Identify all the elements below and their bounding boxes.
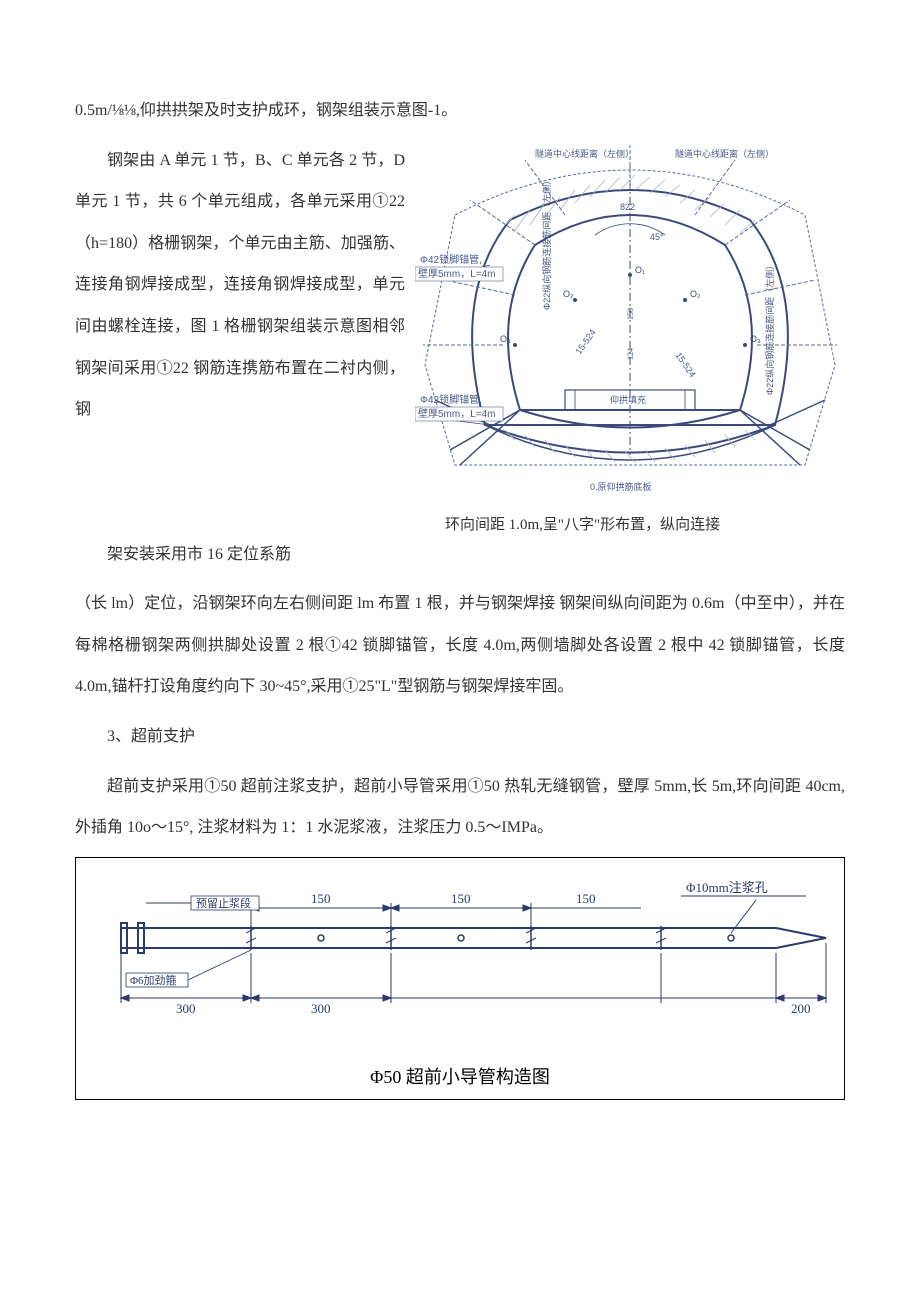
dim-150-3: 150 [576, 891, 596, 906]
side-label-left: Φ22纵向钢筋连接筋间距（左侧） [541, 175, 552, 309]
label-top-left: 隧道中心线距离（左侧） [535, 148, 634, 159]
paragraph-5: 3、超前支护 [75, 716, 845, 758]
label-anchor2: Φ42锁脚锚管, [420, 393, 482, 406]
svg-text:15-524: 15-524 [573, 327, 597, 356]
svg-text:O₂: O₂ [690, 289, 701, 299]
paragraph-4: （长 lm）定位，沿钢架环向左右侧间距 lm 布置 1 根，并与钢架焊接 钢架间… [75, 583, 845, 708]
label-left: 预留止浆段 [196, 896, 251, 910]
svg-text:O₃: O₃ [750, 334, 761, 344]
side-label-right: Φ22纵向钢筋连接筋间距（左侧） [764, 260, 775, 394]
paragraph-1: 0.5m/⅛⅛,仰拱拱架及时支护成环，钢架组装示意图-1。 [75, 90, 845, 132]
label-45: 45° [650, 232, 664, 242]
label-anchor2b: 壁厚5mm，L=4m [418, 407, 496, 420]
pipe-title: Φ50 超前小导管构造图 [86, 1063, 834, 1089]
label-inject: Φ10mm注浆孔 [686, 880, 768, 895]
tunnel-figure: O₁ O₂ O₂ O₃ O₃ 822 45° 隧道中心线距离（左侧） 隧道中心线… [415, 145, 845, 534]
label-822: 822 [620, 202, 635, 212]
label-anchor1b: 壁厚5mm，L=4m [418, 267, 496, 280]
svg-text:O₁: O₁ [635, 265, 645, 275]
paragraph-6: 超前支护采用①50 超前注浆支护，超前小导管采用①50 热轧无缝钢管，壁厚 5m… [75, 766, 845, 849]
svg-text:150: 150 [626, 308, 635, 320]
svg-text:O₃: O₃ [500, 334, 511, 344]
paragraph-3: 架安装采用市 16 定位系筋 [75, 534, 845, 576]
dim-300-1: 300 [176, 1001, 196, 1016]
dim-300-2: 300 [311, 1001, 331, 1016]
wrap-section: O₁ O₂ O₂ O₃ O₃ 822 45° 隧道中心线距离（左侧） 隧道中心线… [75, 140, 845, 534]
svg-text:124: 124 [626, 348, 635, 360]
svg-text:15-524: 15-524 [673, 350, 697, 379]
pipe-diagram: 150 150 150 Φ10mm注浆孔 预留止浆段 [86, 878, 834, 1058]
svg-text:O₂: O₂ [563, 289, 574, 299]
pipe-figure: 150 150 150 Φ10mm注浆孔 预留止浆段 [75, 857, 845, 1100]
dim-150-1: 150 [311, 891, 331, 906]
label-ring: Φ6加劲箍 [130, 973, 177, 987]
tunnel-diagram: O₁ O₂ O₂ O₃ O₃ 822 45° 隧道中心线距离（左侧） 隧道中心线… [415, 145, 845, 505]
figure-caption: 环向间距 1.0m,呈"八字"形布置，纵向连接 [415, 513, 845, 534]
dim-150-2: 150 [451, 891, 471, 906]
label-top-right: 隧道中心线距离（左侧） [675, 148, 774, 159]
label-bottom: 0.原仰拱筋底板 [590, 481, 652, 492]
dim-200: 200 [791, 1001, 811, 1016]
label-center: 仰拱填充 [610, 394, 646, 405]
label-anchor1: Φ42锁脚锚管, [420, 253, 482, 266]
